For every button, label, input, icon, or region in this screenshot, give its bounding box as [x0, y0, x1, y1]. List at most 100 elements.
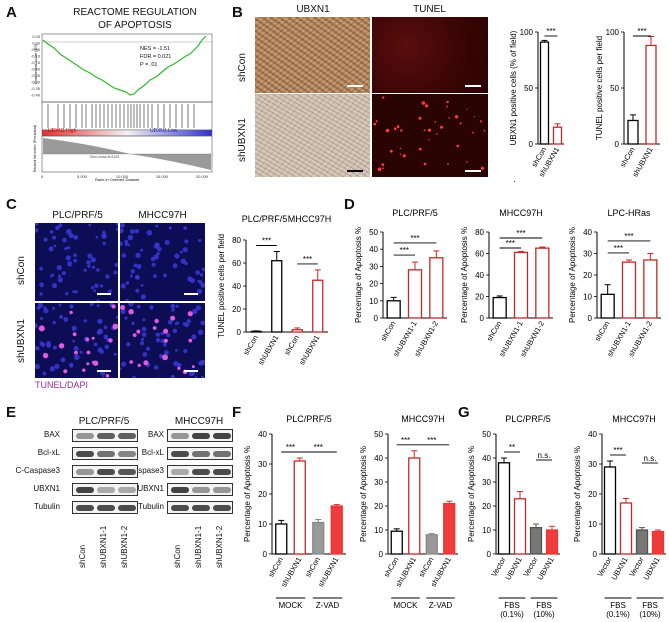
dapi-nucleus [133, 263, 138, 268]
dapi-nucleus [140, 294, 146, 300]
bar [643, 259, 658, 319]
y-tick-label: 0 [480, 314, 485, 323]
dapi-nucleus [135, 288, 140, 293]
dapi-nucleus [58, 303, 62, 307]
group-label: MOCK [279, 601, 304, 610]
y-axis-label: TUNEL positive cells per field [595, 36, 604, 140]
dapi-nucleus [194, 376, 198, 378]
dapi-nucleus [113, 270, 118, 275]
wb-band [118, 505, 136, 511]
tunel-positive-nucleus [74, 350, 78, 355]
y-tick-label: 30 [369, 262, 378, 271]
gsea-fdr: FDR = 0.021 [140, 54, 172, 60]
wb-strip [72, 501, 138, 514]
tunel-positive-cell [377, 167, 382, 172]
tunel-positive-nucleus [129, 360, 133, 364]
tunel-positive-cell [428, 139, 430, 141]
y-tick-label: 50 [369, 228, 378, 237]
y-tick-label: 30 [374, 478, 383, 487]
dapi-nucleus [155, 332, 160, 337]
wb-band [76, 469, 94, 475]
dapi-nucleus [182, 247, 188, 253]
y-tick-label: 0 [263, 550, 268, 559]
tunel-positive-cell [373, 122, 377, 126]
gsea-ytick-label: -0.25 [31, 73, 41, 78]
wb-band [97, 433, 115, 439]
y-tick-label: 0 [487, 550, 492, 559]
gsea-ytick-label: 0.05 [32, 34, 41, 39]
dapi-nucleus [97, 347, 103, 353]
chart-title: MHCC97H [288, 214, 332, 224]
dapi-nucleus [192, 308, 198, 315]
y-tick-label: 50 [482, 430, 491, 439]
y-tick-label: 40 [369, 245, 378, 254]
dapi-nucleus [79, 350, 83, 354]
dapi-nucleus [54, 363, 60, 369]
dapi-nucleus [96, 268, 100, 272]
dapi-nucleus [39, 266, 43, 271]
dapi-nucleus [155, 338, 161, 343]
gsea-xtick-label: 10,000 [116, 174, 129, 179]
tunel-positive-nucleus [188, 338, 193, 343]
tunel-positive-cell [421, 101, 426, 105]
y-tick-label: 30 [583, 250, 592, 259]
tunel-positive-nucleus [72, 332, 77, 337]
sig-label: n.s. [538, 451, 551, 460]
group-label: (10%) [533, 610, 555, 619]
bar [627, 119, 639, 145]
dapi-nucleus [191, 334, 197, 340]
chart-d3: LPC-HRas 0 10 20 30 40 Percentage of Apoptosis… [568, 208, 661, 358]
tunel-positive-cell [382, 96, 385, 99]
tunel-positive-cell [472, 131, 474, 134]
dapi-nucleus [155, 377, 159, 378]
panel-d-letter: D [344, 196, 355, 213]
bar [513, 498, 527, 555]
tunel-positive-nucleus [105, 374, 110, 378]
dapi-nucleus [175, 348, 178, 352]
chart-title: MHCC97H [612, 414, 656, 424]
dapi-nucleus [160, 331, 164, 336]
y-tick-label: 40 [374, 454, 383, 463]
dapi-nucleus [113, 352, 117, 356]
y-tick-label: 40 [482, 454, 491, 463]
dapi-nucleus [60, 357, 66, 363]
y-tick-label: 20 [475, 293, 484, 302]
tunel-positive-nucleus [111, 304, 116, 309]
bar [552, 126, 563, 145]
dapi-nucleus [52, 345, 57, 350]
dapi-nucleus [135, 252, 141, 258]
chart-title: MHCC97H [499, 208, 543, 218]
dapi-nucleus [140, 284, 144, 287]
gsea-ytick-label: -0.15 [31, 60, 41, 65]
y-tick-label: 80 [232, 236, 241, 245]
gsea-enrichment-plot: 0.050.00-0.05-0.10-0.15-0.20-0.25-0.30-0… [31, 33, 213, 179]
dapi-nucleus [58, 223, 63, 228]
y-tick-label: 100 [520, 28, 534, 37]
panel-e-letter: E [6, 404, 17, 421]
sig-label: *** [546, 27, 555, 36]
dapi-nucleus [93, 342, 98, 347]
dapi-nucleus [136, 264, 142, 269]
wb-band [118, 487, 136, 493]
y-tick-label: 30 [482, 478, 491, 487]
tunel-positive-cell [446, 100, 449, 104]
dapi-nucleus [49, 366, 55, 372]
dapi-nucleus [67, 261, 73, 267]
wb-lane-label: shCon [78, 544, 87, 568]
sig-label: *** [613, 446, 622, 455]
dapi-nucleus [141, 332, 147, 337]
dapi-nucleus [140, 337, 145, 341]
sig-label: *** [637, 27, 646, 36]
dapi-nucleus [197, 279, 200, 283]
tunel-positive-cell [399, 153, 402, 155]
x-tick-label: shUBXN1 [256, 334, 280, 367]
dapi-nucleus [134, 275, 140, 280]
dapi-nucleus [140, 341, 144, 346]
wb-band [76, 487, 94, 493]
dapi-nucleus [64, 247, 68, 251]
wb-band [118, 469, 136, 475]
group-label: (0.1%) [606, 610, 630, 619]
panel-g-letter: G [458, 404, 470, 421]
bar [529, 526, 543, 555]
tunel-positive-nucleus [136, 329, 141, 334]
